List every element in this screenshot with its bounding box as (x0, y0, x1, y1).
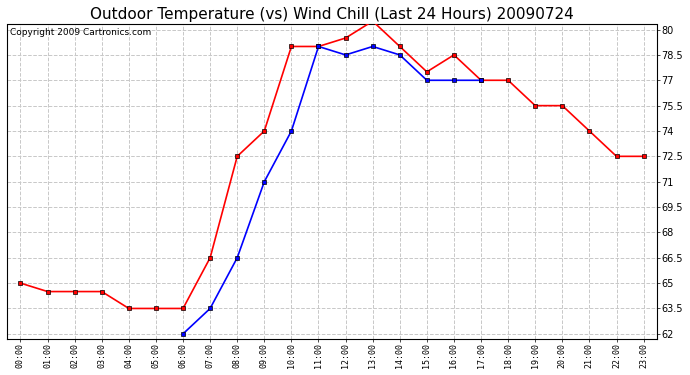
Title: Outdoor Temperature (vs) Wind Chill (Last 24 Hours) 20090724: Outdoor Temperature (vs) Wind Chill (Las… (90, 7, 574, 22)
Text: Copyright 2009 Cartronics.com: Copyright 2009 Cartronics.com (10, 28, 151, 37)
